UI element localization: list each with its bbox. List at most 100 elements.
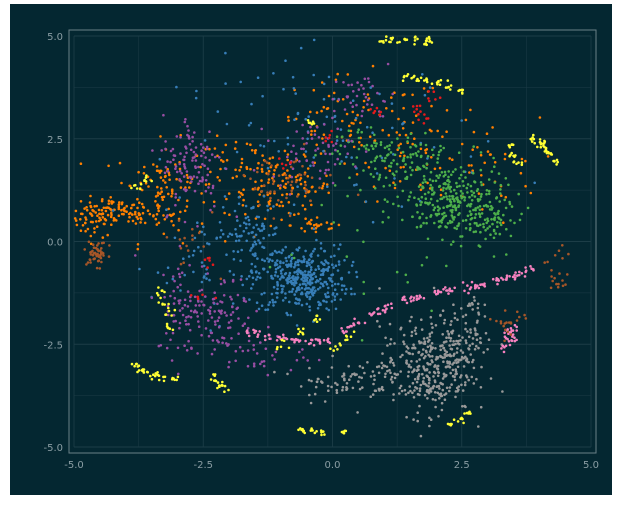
data-point [433, 290, 437, 294]
data-point [294, 261, 298, 264]
data-point [518, 270, 521, 274]
data-point [223, 384, 227, 388]
data-point [386, 145, 389, 148]
data-point [322, 82, 326, 86]
data-point [331, 292, 335, 295]
data-point [331, 97, 335, 101]
data-point [216, 110, 220, 113]
data-point [290, 175, 294, 179]
data-point [308, 366, 311, 370]
data-point [170, 359, 174, 362]
data-point [355, 103, 358, 107]
data-point [483, 282, 486, 286]
data-point [214, 155, 217, 159]
data-point [254, 233, 258, 237]
data-point [405, 361, 408, 365]
data-point [127, 220, 130, 223]
data-point [199, 165, 202, 169]
data-point [203, 233, 206, 236]
data-point [294, 338, 298, 342]
data-point [391, 92, 395, 96]
data-point [355, 173, 359, 176]
data-point [284, 292, 287, 295]
data-point [141, 205, 145, 209]
data-point [164, 313, 167, 317]
data-point [196, 352, 199, 355]
data-point [455, 351, 459, 354]
data-point [411, 346, 414, 350]
data-point [496, 225, 499, 228]
data-point [409, 153, 412, 156]
data-point [555, 158, 559, 162]
data-point [508, 200, 511, 204]
data-point [479, 283, 482, 287]
data-point [204, 327, 208, 330]
data-point [209, 329, 212, 332]
data-point [282, 276, 285, 279]
data-point [430, 309, 433, 313]
data-point [383, 146, 387, 150]
data-point [436, 357, 439, 360]
data-point [428, 335, 432, 338]
data-point [213, 320, 217, 323]
data-point [324, 168, 328, 172]
data-point [338, 152, 342, 156]
x-axis: -5.0 -2.5 0.0 2.5 5.0 [64, 460, 599, 471]
data-point [282, 285, 285, 288]
data-point [268, 199, 272, 203]
data-point [362, 92, 366, 96]
data-point [280, 200, 283, 204]
data-point [378, 113, 382, 117]
data-point [434, 405, 437, 409]
data-point [412, 343, 415, 347]
data-point [319, 152, 323, 155]
data-point [309, 268, 313, 272]
data-point [318, 340, 322, 344]
data-point [330, 300, 334, 303]
data-point [188, 186, 191, 189]
data-point [461, 315, 465, 318]
data-point [462, 195, 466, 199]
data-point [253, 151, 257, 155]
data-point [415, 154, 419, 157]
data-point [154, 200, 157, 203]
data-point [298, 160, 301, 163]
data-point [418, 358, 421, 361]
data-point [451, 374, 455, 378]
data-point [369, 172, 373, 176]
data-point [162, 179, 165, 182]
data-point [297, 269, 301, 273]
data-point [456, 365, 460, 369]
data-point [520, 212, 523, 216]
data-point [426, 361, 429, 365]
data-point [356, 229, 359, 232]
data-point [323, 280, 327, 284]
data-point [177, 219, 181, 222]
data-point [439, 148, 443, 152]
data-point [373, 378, 376, 382]
data-point [333, 114, 337, 118]
data-point [353, 183, 356, 187]
data-point [162, 273, 165, 277]
data-point [330, 385, 333, 389]
data-point [312, 164, 315, 167]
data-point [310, 129, 313, 133]
data-point [227, 365, 230, 369]
data-point [345, 382, 349, 385]
data-point [341, 98, 345, 101]
data-point [423, 42, 426, 46]
data-point [470, 375, 474, 379]
data-point [335, 391, 339, 395]
data-point [304, 155, 307, 158]
data-point [306, 175, 310, 178]
data-point [169, 294, 172, 298]
data-point [239, 259, 242, 262]
data-point [231, 305, 234, 309]
data-point [325, 174, 328, 178]
data-point [267, 172, 270, 176]
data-point [466, 183, 470, 186]
data-point [414, 114, 418, 117]
data-point [209, 306, 212, 309]
data-point [207, 334, 211, 338]
data-point [242, 299, 246, 303]
